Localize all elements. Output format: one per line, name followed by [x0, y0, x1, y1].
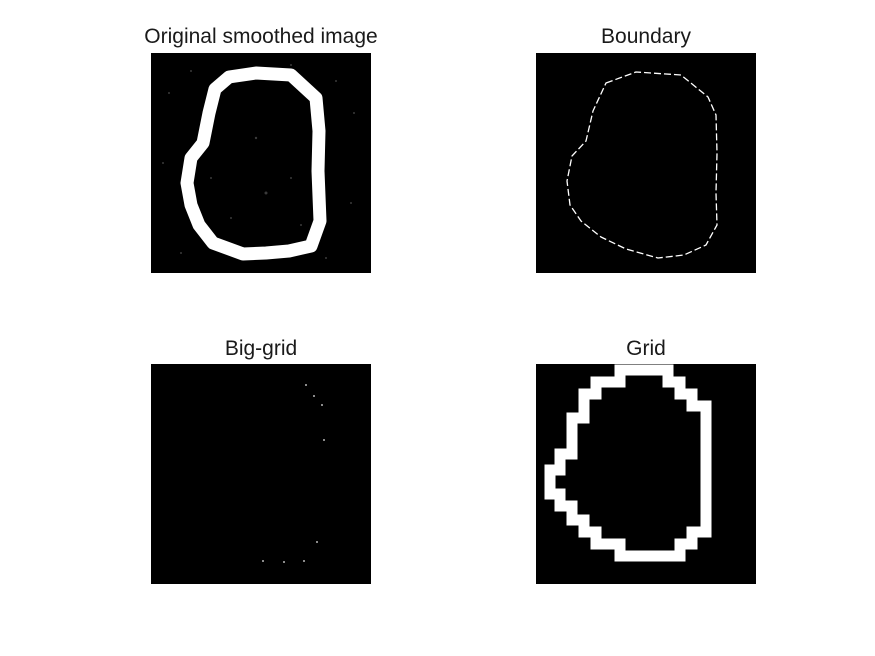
original-smoothed-image — [151, 53, 371, 273]
grid-image — [536, 364, 756, 584]
panel-title-big-grid: Big-grid — [224, 337, 298, 360]
panel-title-original: Original smoothed image — [144, 25, 378, 48]
boundary-image — [536, 53, 756, 273]
panel-title-boundary: Boundary — [601, 25, 691, 48]
panel-title-grid: Grid — [626, 337, 666, 360]
big-grid-image — [151, 364, 371, 584]
